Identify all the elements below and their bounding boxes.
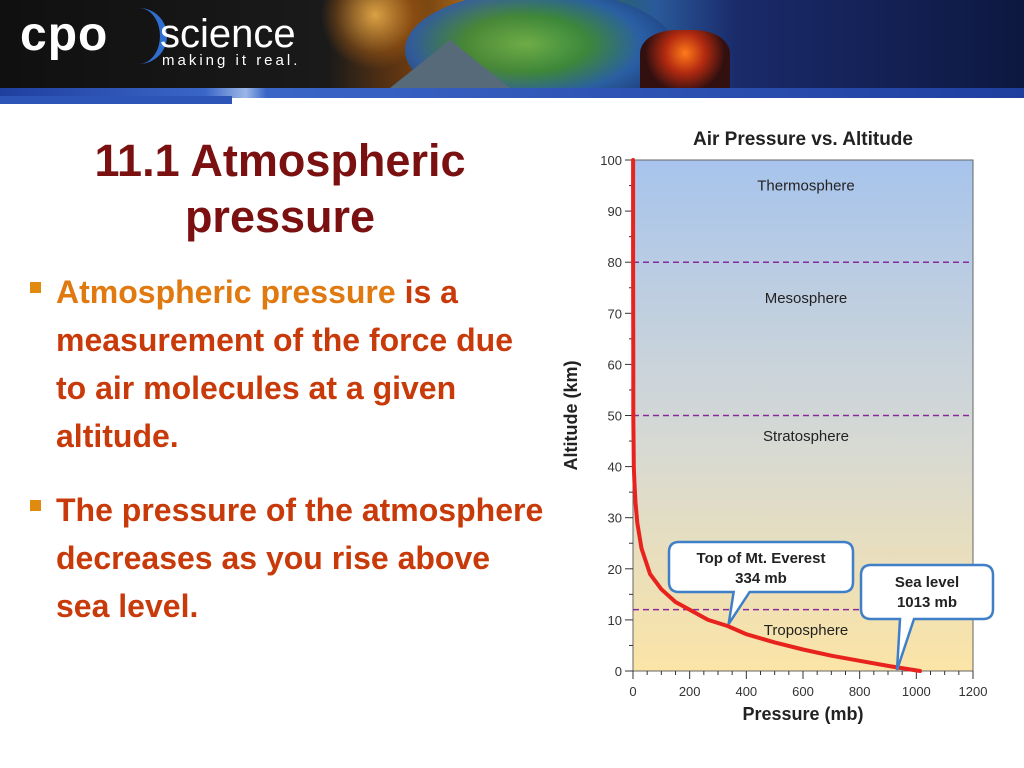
layer-label: Mesosphere <box>765 290 848 307</box>
y-tick-label: 80 <box>608 255 622 270</box>
everest-callout-line2: 334 mb <box>735 570 787 587</box>
y-tick-label: 90 <box>608 204 622 219</box>
y-tick-label: 100 <box>600 153 622 168</box>
logo-swoosh-icon <box>126 8 167 64</box>
x-tick-label: 600 <box>792 684 814 699</box>
logo-science: science <box>160 12 296 56</box>
y-axis-label: Altitude (km) <box>561 360 581 470</box>
banner-volcano-graphic <box>640 30 730 88</box>
slide-title: 11.1 Atmospheric pressure <box>40 133 520 245</box>
y-tick-label: 60 <box>608 357 622 372</box>
y-tick-label: 20 <box>608 562 622 577</box>
header-banner: cpo science making it real. <box>0 0 1024 88</box>
x-tick-label: 1000 <box>902 684 931 699</box>
bullet-term: Atmospheric pressure <box>56 274 396 310</box>
sea-level-callout-line1: Sea level <box>895 574 959 591</box>
logo-tagline: making it real. <box>162 52 301 69</box>
x-tick-label: 1200 <box>959 684 988 699</box>
x-tick-label: 400 <box>735 684 757 699</box>
sea-level-callout-line2: 1013 mb <box>897 594 957 611</box>
header-divider <box>0 88 1024 98</box>
air-pressure-chart: Air Pressure vs. Altitude Thermosphere Mes… <box>561 129 995 724</box>
banner-mountain-graphic <box>390 40 510 88</box>
title-line-1: 11.1 Atmospheric <box>94 135 466 186</box>
bullet-text: The pressure of the atmosphere decreases… <box>56 492 544 624</box>
bullet-item: Atmospheric pressure is a measurement of… <box>30 268 550 460</box>
bullet-text: is a measurement of the force due to air… <box>56 274 513 454</box>
x-axis-label: Pressure (mb) <box>742 704 863 724</box>
everest-callout-bubble <box>667 540 855 625</box>
x-tick-label: 200 <box>679 684 701 699</box>
sea-level-callout-bubble <box>859 563 995 671</box>
layer-label: Stratosphere <box>763 428 849 445</box>
logo-cpo: cpo <box>20 8 109 61</box>
x-tick-label: 0 <box>629 684 636 699</box>
bullet-square-icon <box>30 282 41 293</box>
bullet-list: Atmospheric pressure is a measurement of… <box>30 268 550 656</box>
y-tick-label: 70 <box>608 306 622 321</box>
pressure-curve <box>631 158 922 673</box>
x-tick-label: 800 <box>849 684 871 699</box>
y-tick-label: 30 <box>608 511 622 526</box>
title-line-2: pressure <box>184 191 376 242</box>
y-tick-label: 10 <box>608 613 622 628</box>
header-divider-accent <box>0 96 232 104</box>
layer-label: Thermosphere <box>757 178 855 195</box>
y-tick-label: 50 <box>608 409 622 424</box>
bullet-item: The pressure of the atmosphere decreases… <box>30 486 550 630</box>
chart-title: Air Pressure vs. Altitude <box>693 129 913 150</box>
y-tick-label: 0 <box>615 664 622 679</box>
layer-label: Troposphere <box>764 622 849 639</box>
everest-callout-line1: Top of Mt. Everest <box>697 550 826 567</box>
bullet-square-icon <box>30 500 41 511</box>
y-tick-label: 40 <box>608 460 622 475</box>
